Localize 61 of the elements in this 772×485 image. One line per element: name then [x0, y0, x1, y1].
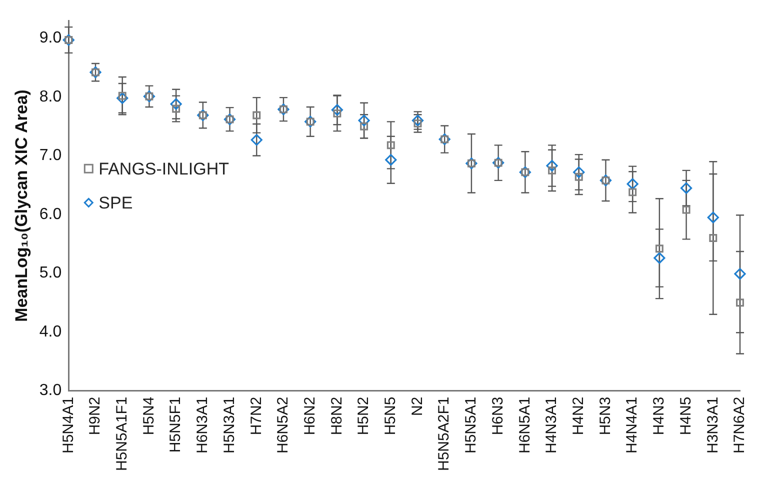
point [546, 160, 558, 172]
legend-label: FANGS-INLIGHT [98, 159, 229, 178]
point [252, 111, 261, 120]
x-tick-label: H5N3 [596, 396, 614, 436]
y-tick-label: 4.0 [39, 323, 62, 340]
x-tick-label: H4N3 [650, 396, 668, 436]
x-tick-label: H5N5A2F1 [436, 396, 453, 471]
x-tick-label: H5N2 [355, 396, 372, 436]
x-tick-label: H3N3A1 [704, 396, 722, 454]
y-tick-label: 8.0 [39, 88, 62, 106]
x-tick-label: H5N5A1 [462, 396, 480, 454]
legend-label: SPE [98, 193, 133, 212]
point [707, 212, 719, 224]
x-tick-label: H7N6A2 [731, 396, 748, 454]
point [386, 141, 395, 150]
point [548, 166, 556, 174]
x-tick-label: H6N3A1 [194, 396, 212, 454]
x-tick-label: H5N5 [382, 396, 400, 436]
point [734, 268, 746, 280]
point [682, 206, 690, 214]
x-tick-label: H7N2 [248, 396, 265, 436]
point [250, 134, 262, 146]
point [573, 166, 585, 178]
y-tick-label: 9.0 [39, 30, 62, 47]
point [385, 154, 397, 166]
x-tick-label: H5N5A1F1 [113, 396, 130, 471]
x-tick-label: H9N2 [86, 396, 104, 436]
x-tick-label: N2 [408, 396, 426, 416]
point [736, 298, 744, 307]
y-tick-label: 6.0 [39, 206, 62, 223]
x-tick-label: H6N3 [489, 396, 506, 436]
point [170, 98, 182, 110]
point [628, 188, 637, 196]
point [358, 114, 370, 126]
x-tick-label: H6N5A1 [516, 396, 534, 454]
point [360, 122, 368, 130]
x-tick-label: H5N3A1 [220, 396, 238, 454]
x-tick-label: H5N4A1 [60, 396, 77, 454]
point [709, 234, 718, 242]
point [574, 172, 583, 181]
y-tick-label: 7.0 [39, 147, 62, 164]
y-tick-label: 5.0 [39, 264, 62, 282]
point [626, 178, 638, 190]
x-tick-label: H8N2 [328, 396, 346, 436]
point [680, 182, 692, 194]
x-tick-label: H5N5F1 [167, 396, 184, 453]
y-axis-title: MeanLog₁₀(Glycan XIC Area) [12, 90, 31, 322]
x-tick-label: H5N4 [140, 396, 158, 436]
y-tick-label: 3.0 [39, 382, 62, 400]
x-tick-label: H6N5A2 [274, 396, 292, 454]
x-tick-label: H4N5 [677, 396, 694, 436]
point [655, 244, 664, 253]
x-tick-label: H4N2 [570, 396, 588, 436]
point [412, 114, 424, 126]
point [331, 104, 343, 116]
point [116, 92, 128, 104]
point [654, 252, 666, 264]
x-tick-label: H4N4A1 [624, 396, 641, 454]
x-tick-label: H6N2 [301, 396, 318, 436]
x-tick-label: H4N3A1 [543, 396, 560, 454]
point [172, 104, 180, 113]
